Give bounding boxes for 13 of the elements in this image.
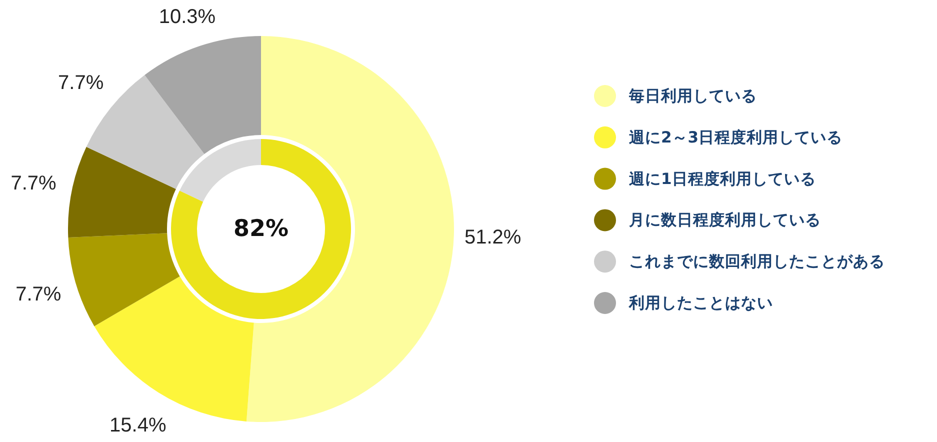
data-label: 51.2% — [464, 226, 522, 249]
legend-label: 毎日利用している — [628, 87, 757, 105]
data-label: 10.3% — [158, 6, 216, 28]
data-label: 7.7% — [10, 172, 57, 194]
legend-label: 月に数日程度利用している — [628, 210, 821, 230]
data-label: 7.7% — [58, 72, 104, 94]
legend-label: 利用したことはない — [628, 294, 773, 312]
legend-label: 週に2～3日程度利用している — [628, 127, 843, 146]
data-label: 7.7% — [16, 283, 62, 306]
data-label: 15.4% — [110, 414, 166, 437]
legend-label: これまでに数回利用したことがある — [629, 252, 885, 271]
legend-label: 週に1日程度利用している — [628, 168, 816, 188]
text: 82% — [233, 216, 289, 242]
